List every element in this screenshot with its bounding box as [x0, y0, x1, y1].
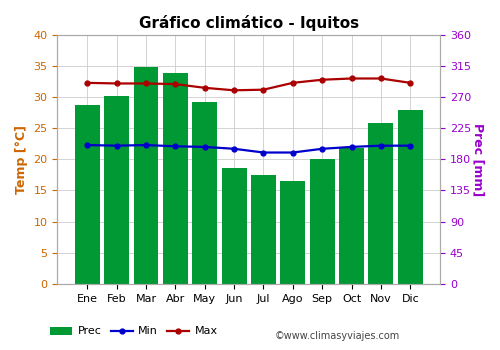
Y-axis label: Prec [mm]: Prec [mm]	[472, 123, 485, 196]
Bar	[251, 175, 276, 284]
Text: ©www.climasyviajes.com: ©www.climasyviajes.com	[275, 331, 400, 341]
Bar	[222, 168, 246, 284]
Bar	[104, 96, 129, 284]
Title: Gráfico climático - Iquitos: Gráfico climático - Iquitos	[138, 15, 359, 31]
Bar	[75, 105, 100, 284]
Bar	[280, 182, 305, 284]
Bar	[134, 67, 158, 284]
Bar	[398, 110, 422, 284]
Bar	[163, 73, 188, 284]
Bar	[339, 148, 364, 284]
Bar	[368, 123, 394, 284]
Y-axis label: Temp [°C]: Temp [°C]	[15, 125, 28, 194]
Bar	[192, 102, 217, 284]
Bar	[310, 159, 334, 284]
Legend: Prec, Min, Max: Prec, Min, Max	[46, 322, 222, 341]
